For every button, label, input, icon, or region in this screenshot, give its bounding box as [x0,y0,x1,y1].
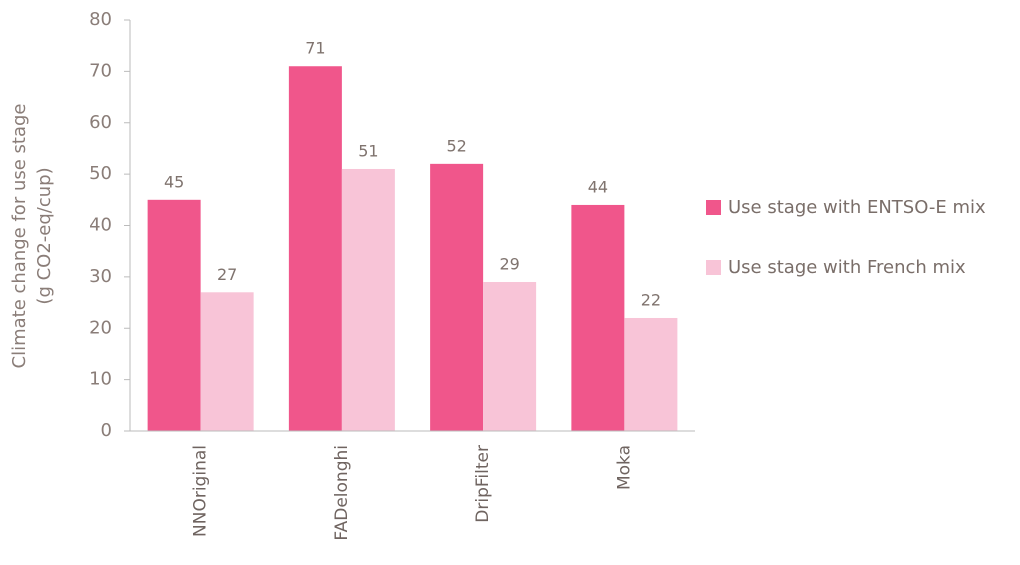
y-tick-label: 10 [89,369,112,390]
data-label: 29 [499,255,519,274]
legend-swatch [706,260,721,275]
x-tick-label: Moka [614,445,634,490]
bar [483,282,537,431]
data-label: 27 [217,265,237,284]
bar [341,168,395,432]
bar [430,163,484,431]
y-tick-label: 20 [89,317,112,338]
data-label: 52 [446,136,466,155]
data-label: 44 [588,177,608,196]
data-label: 22 [641,290,661,309]
y-axis-label: (g CO2-eq/cup) [34,167,55,304]
data-label: 51 [358,141,378,160]
y-axis-label: Climate change for use stage [9,104,30,369]
legend-label: Use stage with French mix [728,257,966,278]
bar [147,199,201,431]
y-tick-label: 80 [89,9,112,30]
bar [288,66,342,432]
bar [200,292,254,431]
bar [624,317,678,431]
bar [571,204,625,431]
legend-label: Use stage with ENTSO-E mix [728,197,986,218]
y-tick-label: 40 [89,215,112,236]
y-tick-label: 60 [89,112,112,133]
y-tick-label: 70 [89,60,112,81]
y-tick-label: 50 [89,163,112,184]
data-label: 71 [305,39,325,58]
x-tick-label: DripFilter [473,445,493,523]
y-tick-label: 30 [89,266,112,287]
x-tick-label: NNOriginal [191,445,211,537]
legend-swatch [706,200,721,215]
data-label: 45 [164,172,184,191]
y-tick-label: 0 [101,420,112,441]
x-tick-label: FADelonghi [332,445,352,541]
